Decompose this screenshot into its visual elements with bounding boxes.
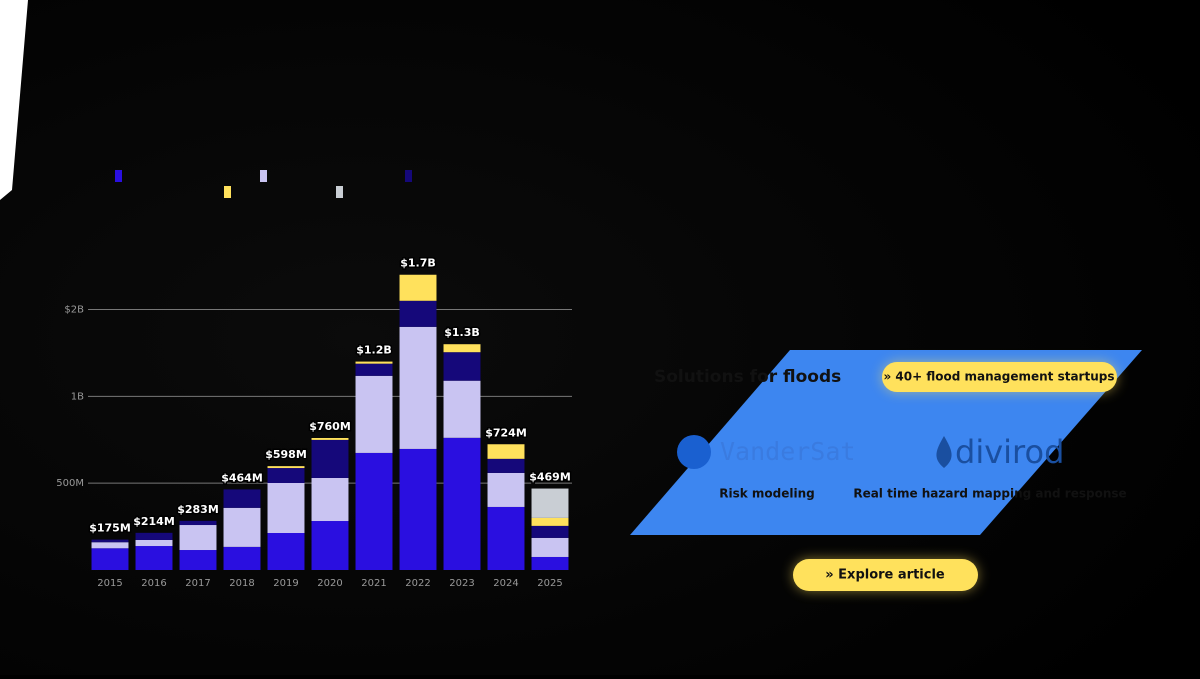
legend-swatch: [336, 186, 343, 198]
bar-segment: [487, 458, 525, 473]
bar-segment: [355, 452, 393, 570]
x-tick-label: 2017: [185, 578, 210, 589]
caption: Risk modeling: [719, 487, 815, 501]
value-label: $760M: [309, 420, 351, 433]
explore-button[interactable]: [793, 559, 978, 591]
panel-shape: [630, 350, 1142, 535]
legend-swatch: [224, 186, 231, 198]
bar-segment: [91, 548, 129, 570]
value-label: $175M: [89, 522, 131, 535]
x-tick-label: 2019: [273, 578, 298, 589]
bar-segment: [311, 521, 349, 570]
x-tick-label: 2016: [141, 578, 166, 589]
x-tick-label: 2022: [405, 578, 430, 589]
bar-segment: [399, 448, 437, 570]
bar-segment: [311, 439, 349, 478]
x-tick-label: 2024: [493, 578, 518, 589]
bar-segment: [399, 326, 437, 449]
bar-segment: [399, 274, 437, 301]
startups-button[interactable]: [882, 362, 1117, 392]
bar-segment: [267, 533, 305, 570]
x-tick-label: 2015: [97, 578, 122, 589]
logo: divirod: [955, 433, 1064, 471]
x-tick-label: 2025: [537, 578, 562, 589]
bar-segment: [267, 466, 305, 469]
legend-swatch: [115, 170, 122, 182]
bar-segment: [179, 550, 217, 570]
corner-shape: [0, 0, 28, 200]
bar-segment: [487, 472, 525, 507]
value-label: $464M: [221, 471, 263, 484]
value-label: $1.2B: [356, 344, 392, 357]
value-label: $214M: [133, 515, 175, 528]
bar-segment: [487, 444, 525, 459]
vandersat-icon: [677, 435, 711, 469]
bar-segment: [179, 520, 217, 526]
startups-button-label[interactable]: » 40+ flood management startups: [884, 370, 1115, 384]
bar-segment: [311, 477, 349, 522]
logo: VanderSat: [720, 437, 855, 466]
bar-segment: [135, 539, 173, 547]
value-label: $1.7B: [400, 257, 436, 270]
value-label: $469M: [529, 471, 571, 484]
value-label: $283M: [177, 503, 219, 516]
x-tick-label: 2021: [361, 578, 386, 589]
panel-title: Solutions for floods: [654, 367, 841, 387]
value-label: $724M: [485, 426, 527, 439]
bar-segment: [443, 380, 481, 438]
bar-segment: [531, 517, 569, 526]
bar-segment: [135, 546, 173, 570]
y-tick-label: 500M: [56, 478, 84, 489]
value-label: $1.3B: [444, 326, 480, 339]
bar-segment: [267, 482, 305, 534]
chart: 500M 1B $2B 2015 $175M 2016 $214M 2017 $283M 2018…: [56, 170, 572, 589]
bar-segment: [223, 489, 261, 508]
x-tick-label: 2020: [317, 578, 342, 589]
bar-segment: [355, 361, 393, 364]
bar-segment: [311, 438, 349, 440]
bar-segment: [531, 525, 569, 538]
x-tick-label: 2018: [229, 578, 254, 589]
x-tick-label: 2023: [449, 578, 474, 589]
bar-segment: [355, 363, 393, 376]
bar-segment: [267, 468, 305, 483]
legend-swatch: [405, 170, 412, 182]
bar-segment: [487, 506, 525, 570]
y-tick-label: $2B: [64, 304, 84, 315]
legend-swatch: [260, 170, 267, 182]
y-tick-label: 1B: [71, 391, 84, 402]
value-label: $598M: [265, 448, 307, 461]
explore-button-label[interactable]: » Explore article: [825, 568, 945, 583]
bar-segment: [179, 525, 217, 551]
bar-segment: [223, 546, 261, 570]
caption: Real time hazard mapping and response: [853, 487, 1126, 501]
bar-segment: [531, 556, 569, 570]
bar-segment: [91, 539, 129, 543]
bar-segment: [399, 300, 437, 327]
bar-segment: [531, 488, 569, 518]
bar-segment: [355, 375, 393, 453]
bar-segment: [443, 352, 481, 381]
bar-segment: [443, 344, 481, 353]
bar-segment: [223, 507, 261, 547]
bar-segment: [443, 437, 481, 570]
bar-segment: [135, 532, 173, 540]
bar-segment: [531, 537, 569, 557]
bar-segment: [91, 542, 129, 549]
divirod-icon: [936, 436, 952, 468]
